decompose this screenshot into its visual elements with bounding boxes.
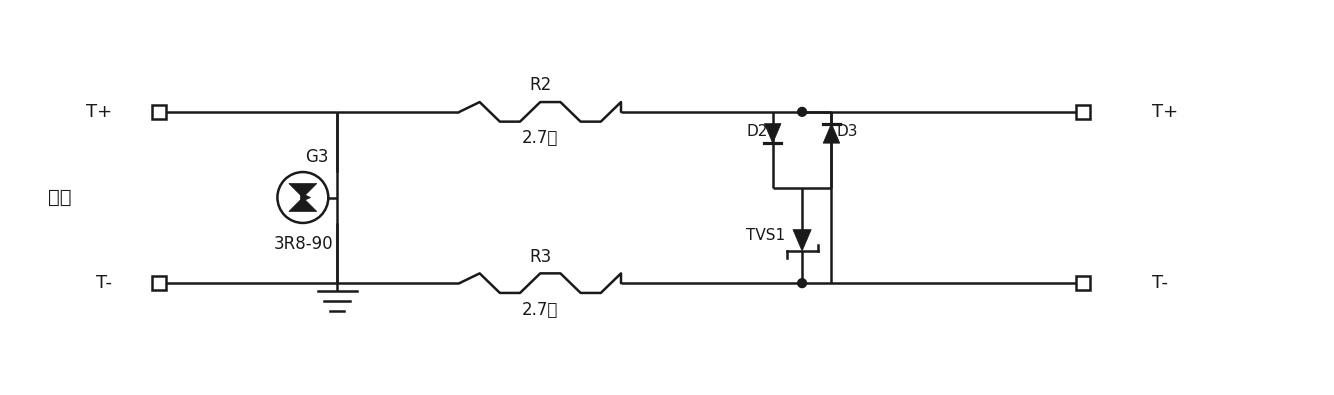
Text: R3: R3 bbox=[530, 248, 551, 265]
Polygon shape bbox=[289, 184, 317, 198]
Text: T+: T+ bbox=[1151, 103, 1178, 121]
Polygon shape bbox=[792, 229, 811, 251]
Circle shape bbox=[798, 107, 807, 116]
Text: R2: R2 bbox=[530, 76, 551, 94]
Text: T-: T- bbox=[1151, 274, 1167, 292]
Polygon shape bbox=[823, 124, 840, 143]
Text: D2: D2 bbox=[747, 124, 768, 139]
Text: G3: G3 bbox=[304, 148, 328, 166]
Polygon shape bbox=[289, 198, 317, 211]
Text: D3: D3 bbox=[836, 124, 858, 139]
Text: 2.7欧: 2.7欧 bbox=[522, 301, 559, 319]
Text: T-: T- bbox=[96, 274, 112, 292]
Text: 2.7欧: 2.7欧 bbox=[522, 130, 559, 147]
Polygon shape bbox=[300, 193, 311, 202]
Text: 控制: 控制 bbox=[48, 188, 72, 207]
Text: T+: T+ bbox=[85, 103, 112, 121]
Text: TVS1: TVS1 bbox=[746, 228, 786, 243]
Text: 3R8-90: 3R8-90 bbox=[273, 235, 334, 253]
Circle shape bbox=[798, 279, 807, 288]
Polygon shape bbox=[764, 124, 780, 143]
